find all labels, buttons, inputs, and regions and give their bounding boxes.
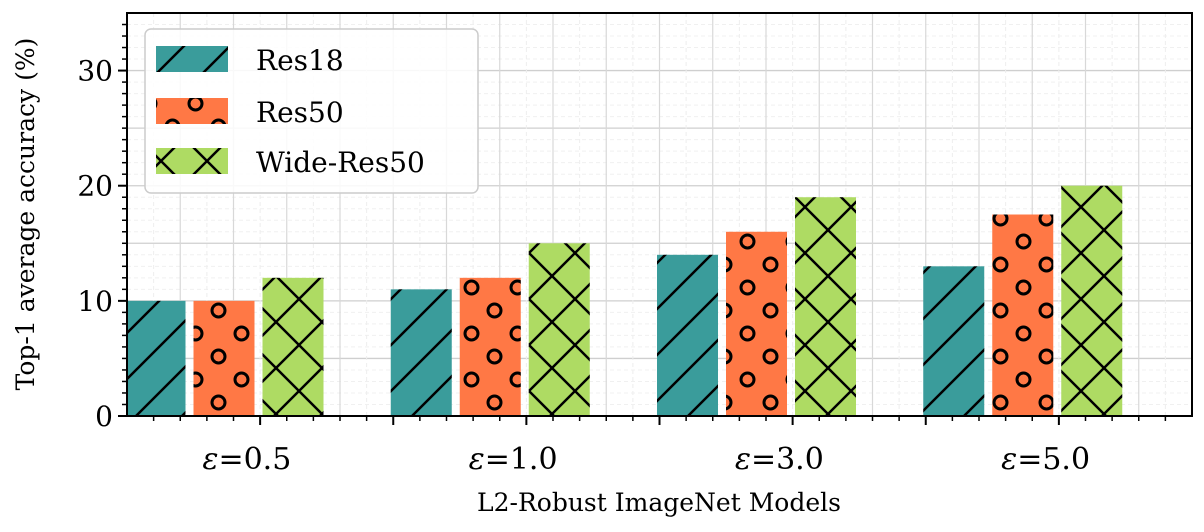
bar-hatch-wide-res50 [528, 243, 590, 416]
bar-hatch-res18 [923, 266, 985, 416]
axes: 0 10 20 30 ε=0.5 ε=1.0 ε=3.0 ε=5.0 [77, 23, 1167, 477]
x-tick-label: ε=0.5 [202, 442, 291, 477]
legend-item-wide-res50: Wide-Res50 [156, 146, 425, 179]
x-tick-label: ε=1.0 [469, 442, 558, 477]
legend-label-res18: Res18 [256, 44, 344, 77]
y-tick-label: 10 [77, 285, 113, 318]
legend-label-res50: Res50 [256, 96, 344, 129]
y-tick-label: 20 [77, 170, 113, 203]
x-tick-label: ε=3.0 [735, 442, 824, 477]
y-tick-label: 30 [77, 55, 113, 88]
bar-hatch-res50 [992, 214, 1054, 416]
legend-swatch-hatch-res18 [156, 46, 228, 72]
y-tick-label: 0 [95, 400, 113, 433]
legend-item-res50: Res50 [156, 96, 344, 129]
legend-label-wide-res50: Wide-Res50 [256, 146, 425, 179]
y-axis-title: Top-1 average accuracy (%) [11, 38, 40, 391]
x-axis-title: L2-Robust ImageNet Models [477, 488, 841, 517]
legend-swatch-hatch-res50 [156, 98, 228, 124]
legend: Res18 Res50 Wide-Res50 [144, 28, 479, 194]
bar-hatch-res50 [193, 300, 255, 416]
bars [127, 185, 1123, 416]
bar-hatch-res50 [726, 231, 787, 416]
bar-hatch-wide-res50 [1061, 185, 1123, 416]
legend-box [144, 28, 479, 194]
bar-hatch-res50 [459, 277, 521, 416]
bar-hatch-wide-res50 [795, 197, 856, 416]
bar-hatch-wide-res50 [262, 277, 324, 416]
legend-swatch-hatch-wide-res50 [156, 148, 228, 174]
bar-hatch-res18 [127, 300, 186, 416]
bar-hatch-res18 [657, 254, 718, 416]
legend-item-res18: Res18 [156, 44, 344, 77]
x-tick-label: ε=5.0 [1001, 442, 1090, 477]
bar-hatch-res18 [390, 289, 452, 416]
